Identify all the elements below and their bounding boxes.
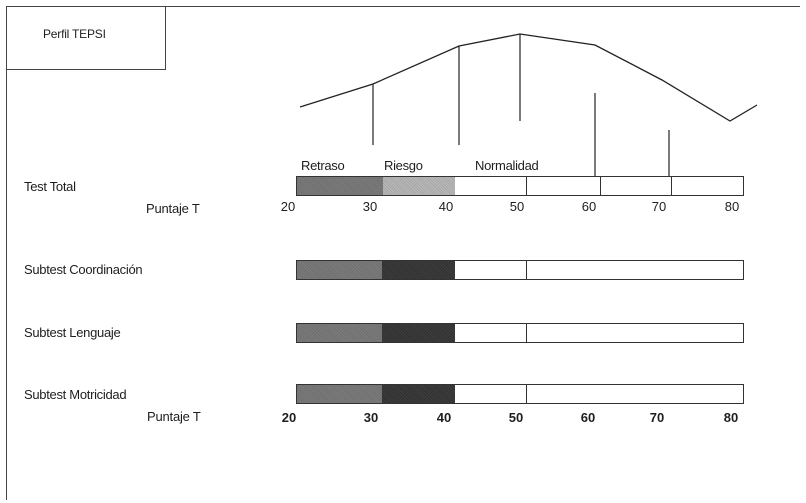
figure-title: Perfil TEPSI <box>43 27 106 41</box>
band-label-riesgo: Riesgo <box>384 158 423 173</box>
bar-divider-50 <box>526 324 527 342</box>
tick-label-bottom: 20 <box>281 410 297 425</box>
tick-label-top: 70 <box>651 199 667 214</box>
tick-label-top: 40 <box>438 199 454 214</box>
bar-divider-50 <box>526 261 527 279</box>
puntaje-label-top: Puntaje T <box>146 201 200 216</box>
row-label-test-total: Test Total <box>24 179 76 194</box>
segment-retraso <box>297 324 382 342</box>
bar-test-total <box>296 176 744 196</box>
segment-retraso <box>297 385 382 403</box>
band-label-retraso: Retraso <box>301 158 345 173</box>
normal-curve <box>299 33 758 122</box>
bar-lenguaje <box>296 323 744 343</box>
title-box: Perfil TEPSI <box>6 6 166 70</box>
bar-divider-50 <box>526 177 527 195</box>
bar-motricidad <box>296 384 744 404</box>
tick-label-top: 80 <box>724 199 740 214</box>
tick-label-bottom: 80 <box>723 410 739 425</box>
tick-label-top: 60 <box>581 199 597 214</box>
tick-label-bottom: 70 <box>649 410 665 425</box>
bar-divider-60 <box>600 177 601 195</box>
tick-label-bottom: 30 <box>363 410 379 425</box>
row-label-coordinacion: Subtest Coordinación <box>24 262 143 277</box>
row-label-lenguaje: Subtest Lenguaje <box>24 325 121 340</box>
tick-label-bottom: 50 <box>508 410 524 425</box>
bar-divider-70 <box>671 177 672 195</box>
segment-riesgo <box>383 177 455 195</box>
segment-riesgo <box>382 385 455 403</box>
segment-retraso <box>297 261 382 279</box>
bar-coordinacion <box>296 260 744 280</box>
segment-retraso <box>297 177 383 195</box>
bar-divider-50 <box>526 385 527 403</box>
puntaje-label-bottom: Puntaje T <box>147 409 201 424</box>
band-label-normalidad: Normalidad <box>475 158 539 173</box>
tick-label-bottom: 60 <box>580 410 596 425</box>
tick-label-top: 50 <box>509 199 525 214</box>
tick-label-top: 30 <box>362 199 378 214</box>
tick-label-top: 20 <box>280 199 296 214</box>
figure-frame <box>6 6 800 500</box>
segment-riesgo <box>382 324 455 342</box>
segment-riesgo <box>382 261 455 279</box>
row-label-motricidad: Subtest Motricidad <box>24 387 127 402</box>
tick-label-bottom: 40 <box>436 410 452 425</box>
